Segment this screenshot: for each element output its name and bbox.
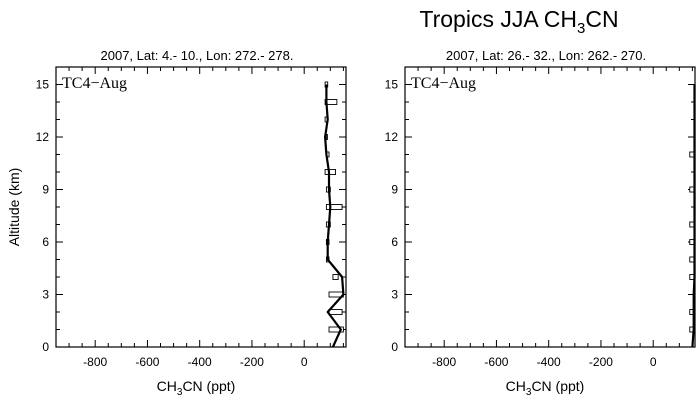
y-tick-label: 3 bbox=[42, 288, 49, 302]
y-tick-label: 12 bbox=[385, 130, 399, 144]
y-tick-label: 0 bbox=[391, 340, 398, 354]
y-tick-label: 6 bbox=[42, 235, 49, 249]
range-bar bbox=[325, 204, 343, 210]
x-tick-label: 0 bbox=[650, 355, 657, 369]
x-tick-label: -200 bbox=[589, 355, 613, 369]
range-bar bbox=[324, 99, 338, 105]
y-tick-label: 0 bbox=[42, 340, 49, 354]
range-bar bbox=[689, 309, 696, 315]
y-axis-label: Altitude (km) bbox=[6, 168, 22, 247]
y-tick-label: 12 bbox=[36, 130, 50, 144]
range-bar bbox=[324, 169, 336, 175]
title-main: Tropics JJA CH bbox=[419, 6, 577, 32]
x-tick-label: -400 bbox=[537, 355, 561, 369]
x-tick-label: -400 bbox=[188, 355, 212, 369]
x-axis-label-subscript: 3 bbox=[177, 387, 183, 398]
x-axis-label: CH3CN (ppt) bbox=[506, 378, 585, 398]
x-tick-label: -200 bbox=[240, 355, 264, 369]
y-tick-label: 9 bbox=[42, 183, 49, 197]
panel-header: 2007, Lat: 26.- 32., Lon: 262.- 270. bbox=[446, 48, 646, 63]
range-bar bbox=[328, 326, 344, 333]
title-tail: CN bbox=[585, 6, 618, 32]
range-bar bbox=[325, 134, 328, 140]
x-tick-label: -600 bbox=[484, 355, 508, 369]
chart-panel-2: 2007, Lat: 26.- 32., Lon: 262.- 270. 0 3 6 9… bbox=[385, 48, 696, 398]
range-bar bbox=[328, 309, 343, 315]
x-axis-label-subscript: 3 bbox=[526, 387, 532, 398]
panel-tag: TC4−Aug bbox=[411, 75, 476, 92]
panel-header: 2007, Lat: 4.- 10., Lon: 272.- 278. bbox=[101, 48, 294, 63]
x-axis-label-tail: CN (ppt) bbox=[182, 378, 235, 394]
y-tick-label: 9 bbox=[391, 183, 398, 197]
x-tick-label: 0 bbox=[301, 355, 308, 369]
panel-tag: TC4−Aug bbox=[62, 75, 127, 92]
range-bar bbox=[332, 274, 339, 280]
profile-line bbox=[691, 84, 696, 348]
x-tick-label: -800 bbox=[432, 355, 456, 369]
chart-panel-1: 2007, Lat: 4.- 10., Lon: 272.- 278. 0 3 6 9 1… bbox=[6, 48, 347, 398]
y-tick-label: 15 bbox=[385, 78, 399, 92]
range-bar bbox=[689, 326, 696, 333]
profile-line bbox=[324, 84, 345, 348]
y-tick-label: 15 bbox=[36, 78, 50, 92]
plot-frame bbox=[55, 66, 347, 348]
title-subscript: 3 bbox=[577, 20, 585, 37]
x-axis-label-main: CH bbox=[157, 378, 177, 394]
y-tick-label: 6 bbox=[391, 235, 398, 249]
x-axis-label: CH3CN (ppt) bbox=[157, 378, 236, 398]
x-axis-label-tail: CN (ppt) bbox=[531, 378, 584, 394]
figure-title: Tropics JJA CH3CN bbox=[419, 6, 618, 37]
plot-frame bbox=[404, 66, 696, 348]
x-tick-label: -800 bbox=[83, 355, 107, 369]
x-tick-label: -600 bbox=[135, 355, 159, 369]
y-tick-label: 3 bbox=[391, 288, 398, 302]
x-axis-label-main: CH bbox=[506, 378, 526, 394]
